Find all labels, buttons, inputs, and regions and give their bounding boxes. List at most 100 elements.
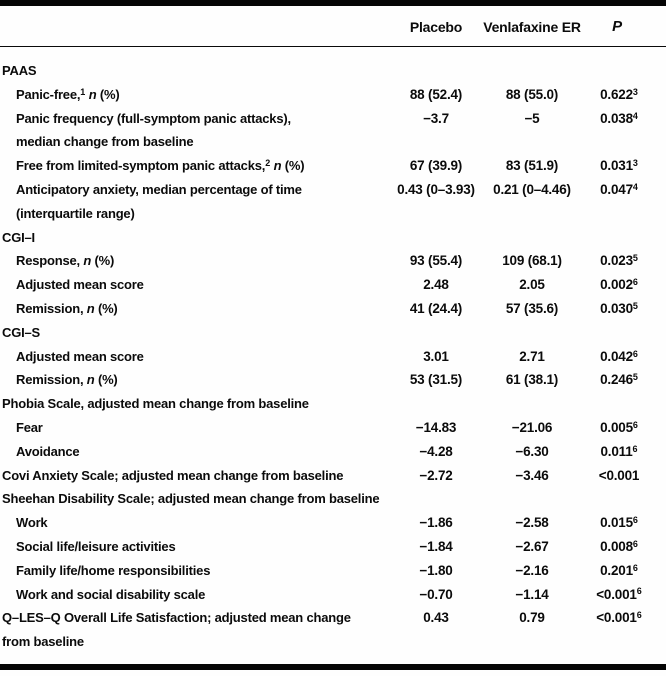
p-value: <0.001 xyxy=(598,467,640,483)
table-row-phobia-avoidance: Avoidance −4.28 −6.30 0.0116 xyxy=(0,440,666,464)
placebo-value: −1.86 xyxy=(419,515,453,531)
table-row-sheehan-work: Work −1.86 −2.58 0.0156 xyxy=(0,511,666,535)
row-label: Work xyxy=(16,515,48,531)
column-header-p: P xyxy=(582,6,666,47)
venlafaxine-er-value: −2.67 xyxy=(515,538,549,554)
venlafaxine-er-value: 2.05 xyxy=(519,277,545,293)
row-label: Free from limited-symptom panic attacks,… xyxy=(16,158,305,174)
row-label: Anticipatory anxiety, median percentage … xyxy=(16,181,302,221)
header-row: Placebo Venlafaxine ER P xyxy=(0,6,666,47)
placebo-value: 3.01 xyxy=(423,348,449,364)
placebo-value: −14.83 xyxy=(415,419,457,435)
venlafaxine-er-value: 0.79 xyxy=(519,610,545,626)
row-label: Panic frequency (full-symptom panic atta… xyxy=(16,110,291,150)
p-value: <0.0016 xyxy=(596,610,642,626)
placebo-value: 0.43 xyxy=(423,610,449,626)
row-label: Fear xyxy=(16,419,43,435)
venlafaxine-er-value: −2.58 xyxy=(515,515,549,531)
column-header-empty xyxy=(0,6,390,47)
table-row-cgi-s-adjusted-mean-score: Adjusted mean score 3.01 2.71 0.0426 xyxy=(0,345,666,369)
p-value: 0.0235 xyxy=(600,253,638,269)
venlafaxine-er-value: 109 (68.1) xyxy=(502,253,562,269)
table-header: Placebo Venlafaxine ER P xyxy=(0,6,666,47)
p-value: 0.0056 xyxy=(600,419,638,435)
row-label: Sheehan Disability Scale; adjusted mean … xyxy=(2,491,380,507)
venlafaxine-er-value: −5 xyxy=(524,110,540,126)
placebo-value: −2.72 xyxy=(419,467,453,483)
venlafaxine-er-value: 2.71 xyxy=(519,348,545,364)
p-value: 0.0384 xyxy=(600,110,638,126)
p-value: 0.0313 xyxy=(600,158,638,174)
venlafaxine-er-value: −21.06 xyxy=(511,419,553,435)
table-row-cgi-i-adjusted-mean-score: Adjusted mean score 2.48 2.05 0.0026 xyxy=(0,273,666,297)
placebo-value: 88 (52.4) xyxy=(409,86,463,102)
venlafaxine-er-value: 0.21 (0–4.46) xyxy=(493,181,571,197)
row-label: Remission, n (%) xyxy=(16,372,118,388)
placebo-value: −4.28 xyxy=(419,443,453,459)
table-row-panic-free: Panic-free,1 n (%) 88 (52.4) 88 (55.0) 0.62… xyxy=(0,83,666,107)
placebo-value: −1.80 xyxy=(419,562,453,578)
row-label: CGI–I xyxy=(2,229,35,245)
table-row-cgi-i-section: CGI–I xyxy=(0,226,666,250)
placebo-value: 93 (55.4) xyxy=(409,253,463,269)
venlafaxine-er-value: 83 (51.9) xyxy=(505,158,559,174)
table-row-cgi-i-response: Response, n (%) 93 (55.4) 109 (68.1) 0.0235 xyxy=(0,249,666,273)
outcomes-table: Placebo Venlafaxine ER P PAAS Panic-free,… xyxy=(0,6,666,664)
row-label: Social life/leisure activities xyxy=(16,538,176,554)
placebo-value: 53 (31.5) xyxy=(409,372,463,388)
row-label: Remission, n (%) xyxy=(16,300,118,316)
table-body: PAAS Panic-free,1 n (%) 88 (52.4) 88 (55.0)… xyxy=(0,47,666,664)
venlafaxine-er-value: −1.14 xyxy=(515,586,549,602)
table-row-q-les-q: Q–LES–Q Overall Life Satisfaction; adjus… xyxy=(0,606,666,664)
p-value: 0.0026 xyxy=(600,277,638,293)
row-label: Covi Anxiety Scale; adjusted mean change… xyxy=(2,467,344,483)
table-row-paas-section: PAAS xyxy=(0,47,666,83)
placebo-value: 41 (24.4) xyxy=(409,300,463,316)
table-row-covi-anxiety-scale: Covi Anxiety Scale; adjusted mean change… xyxy=(0,464,666,488)
table-row-sheehan-work-social-disability: Work and social disability scale −0.70 −1.… xyxy=(0,583,666,607)
row-label: Adjusted mean score xyxy=(16,348,144,364)
venlafaxine-er-value: −3.46 xyxy=(515,467,549,483)
row-label: Panic-free,1 n (%) xyxy=(16,86,120,102)
p-value: 0.0474 xyxy=(600,181,638,197)
venlafaxine-er-value: −6.30 xyxy=(515,443,549,459)
row-label: Response, n (%) xyxy=(16,253,115,269)
table-row-phobia-scale-section: Phobia Scale, adjusted mean change from … xyxy=(0,392,666,416)
placebo-value: 0.43 (0–3.93) xyxy=(397,181,475,197)
venlafaxine-er-value: 88 (55.0) xyxy=(505,86,559,102)
venlafaxine-er-value: 57 (35.6) xyxy=(505,300,559,316)
table-row-free-from-limited-symptom: Free from limited-symptom panic attacks,… xyxy=(0,154,666,178)
p-value: 0.0116 xyxy=(600,443,638,459)
row-label: Phobia Scale, adjusted mean change from … xyxy=(2,396,309,412)
placebo-value: −0.70 xyxy=(419,586,453,602)
row-label: Avoidance xyxy=(16,443,80,459)
placebo-value: 2.48 xyxy=(423,277,449,293)
table-row-panic-frequency: Panic frequency (full-symptom panic atta… xyxy=(0,107,666,155)
column-header-venlafaxine-er: Venlafaxine ER xyxy=(482,6,582,47)
p-value: 0.6223 xyxy=(600,86,638,102)
p-value: <0.0016 xyxy=(596,586,642,602)
row-label: Q–LES–Q Overall Life Satisfaction; adjus… xyxy=(2,610,351,650)
table-row-sheehan-family-life: Family life/home responsibilities −1.80 −2… xyxy=(0,559,666,583)
p-value: 0.0305 xyxy=(600,300,638,316)
p-value: 0.0426 xyxy=(600,348,638,364)
table-row-cgi-s-section: CGI–S xyxy=(0,321,666,345)
p-value: 0.0156 xyxy=(600,515,638,531)
table-row-cgi-s-remission: Remission, n (%) 53 (31.5) 61 (38.1) 0.2465 xyxy=(0,368,666,392)
table-row-sheehan-social-life: Social life/leisure activities −1.84 −2.67… xyxy=(0,535,666,559)
column-header-placebo: Placebo xyxy=(390,6,482,47)
placebo-value: 67 (39.9) xyxy=(409,158,463,174)
venlafaxine-er-value: 61 (38.1) xyxy=(505,372,559,388)
row-label: CGI–S xyxy=(2,324,41,340)
p-value: 0.2016 xyxy=(600,562,638,578)
bottom-rule xyxy=(0,663,666,670)
table-row-sheehan-section: Sheehan Disability Scale; adjusted mean … xyxy=(0,487,666,511)
placebo-value: −3.7 xyxy=(423,110,449,126)
top-rule xyxy=(0,0,666,6)
row-label: Family life/home responsibilities xyxy=(16,562,211,578)
placebo-value: −1.84 xyxy=(419,538,453,554)
table-row-anticipatory-anxiety: Anticipatory anxiety, median percentage … xyxy=(0,178,666,226)
table-row-cgi-i-remission: Remission, n (%) 41 (24.4) 57 (35.6) 0.0305 xyxy=(0,297,666,321)
venlafaxine-er-value: −2.16 xyxy=(515,562,549,578)
p-value: 0.2465 xyxy=(600,372,638,388)
